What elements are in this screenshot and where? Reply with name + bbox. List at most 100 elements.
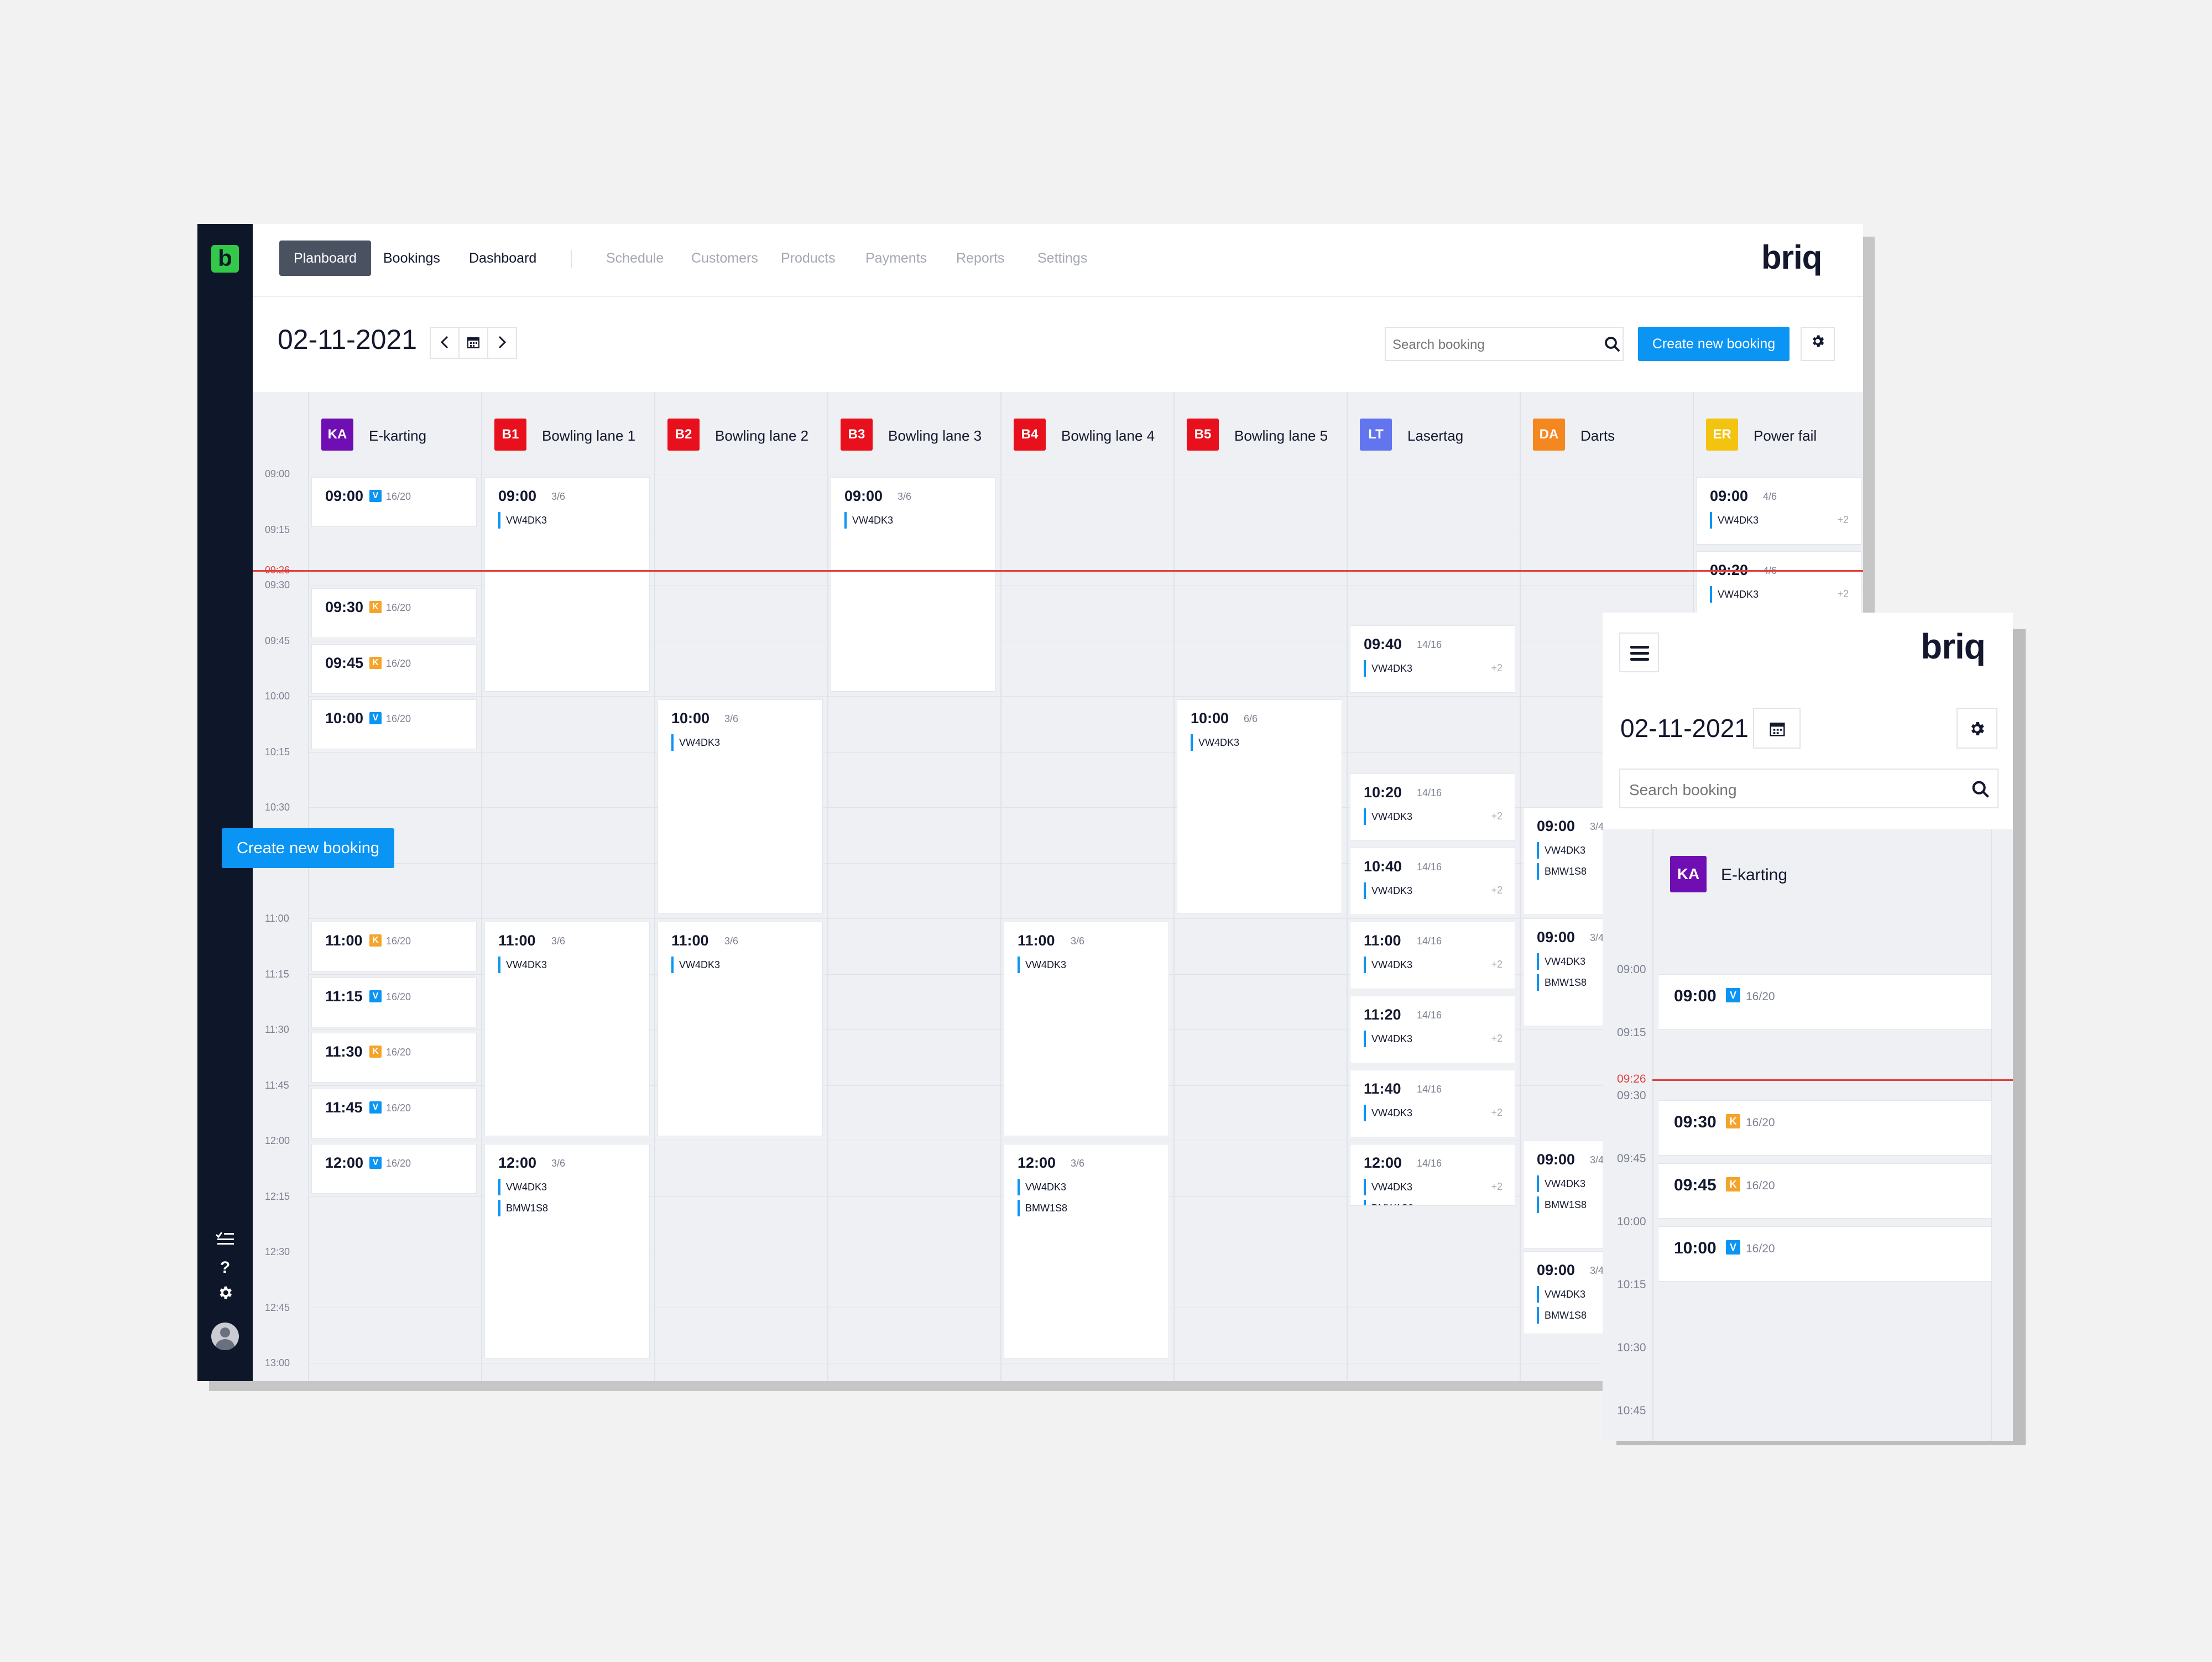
resource-header[interactable]: ER Power fail — [1694, 392, 1863, 453]
checklist-icon[interactable] — [211, 1230, 239, 1252]
booking-card[interactable]: 12:00 V 16/20 — [311, 1144, 477, 1194]
prev-day-button[interactable] — [430, 327, 460, 359]
mobile-create-booking-button[interactable]: Create new booking — [222, 828, 394, 868]
license-plate: BMW1S8 — [1364, 1200, 1413, 1205]
mobile-settings-button[interactable] — [1957, 708, 1997, 749]
booking-card[interactable]: 11:15 V 16/20 — [311, 977, 477, 1027]
avatar-icon[interactable] — [211, 1323, 239, 1350]
booking-card[interactable]: 11:00 K 16/20 — [311, 922, 477, 971]
booking-card[interactable]: 09:20 4/6 VW4DK3 +2 — [1696, 551, 1861, 619]
license-plate: VW4DK3 — [1018, 957, 1066, 973]
mobile-current-date: 02-11-2021 — [1620, 714, 1749, 743]
booking-card[interactable]: 09:00 4/6 VW4DK3 +2 — [1696, 477, 1861, 545]
booking-card[interactable]: 11:00 3/6 VW4DK3 — [658, 922, 823, 1136]
nav-reports[interactable]: Reports — [956, 250, 1005, 266]
booking-capacity: 14/16 — [1417, 639, 1442, 650]
planboard: 09:0009:1509:3009:4510:0010:1510:3010:45… — [253, 392, 1863, 1381]
booking-time: 10:00 — [1191, 710, 1229, 727]
resource-badge: B4 — [1014, 419, 1046, 451]
avatar-torso — [216, 1339, 234, 1350]
mobile-booking-card[interactable]: 09:30 K 16/20 — [1658, 1100, 1992, 1156]
booking-card[interactable]: 12:00 3/6 VW4DK3 BMW1S8 — [484, 1144, 650, 1358]
settings-icon[interactable] — [211, 1284, 239, 1306]
nav-payments[interactable]: Payments — [865, 250, 927, 266]
license-plate: VW4DK3 — [1710, 512, 1759, 529]
nav-schedule[interactable]: Schedule — [606, 250, 664, 266]
nav-planboard[interactable]: Planboard — [279, 241, 371, 276]
resource-header[interactable]: B3 Bowling lane 3 — [828, 392, 1001, 453]
booking-card[interactable]: 09:30 K 16/20 — [311, 588, 477, 638]
booking-card[interactable]: 09:00 3/6 VW4DK3 — [484, 477, 650, 692]
booking-card[interactable]: 11:30 K 16/20 — [311, 1033, 477, 1083]
resource-header[interactable]: B4 Bowling lane 4 — [1001, 392, 1175, 453]
search-input[interactable] — [1391, 333, 1593, 357]
resource-header[interactable]: LT Lasertag — [1348, 392, 1521, 453]
resource-header[interactable]: B1 Bowling lane 1 — [482, 392, 655, 453]
booking-card[interactable]: 11:45 V 16/20 — [311, 1088, 477, 1138]
booking-card[interactable]: 11:40 14/16 VW4DK3 +2 — [1350, 1070, 1515, 1137]
booking-card[interactable]: 09:00 V 16/20 — [311, 477, 477, 527]
mobile-booking-card[interactable]: 10:00 V 16/20 — [1658, 1226, 1992, 1282]
search-icon[interactable] — [1603, 335, 1623, 354]
booking-time: 09:20 — [1710, 562, 1749, 578]
booking-card[interactable]: 11:20 14/16 VW4DK3 +2 — [1350, 996, 1515, 1063]
booking-card[interactable]: 12:00 3/6 VW4DK3 BMW1S8 — [1004, 1144, 1169, 1358]
booking-card[interactable]: 11:00 3/6 VW4DK3 — [484, 922, 650, 1136]
time-label: 10:15 — [265, 746, 290, 757]
app-logo[interactable]: b — [211, 245, 239, 273]
booking-time: 09:00 — [325, 488, 364, 504]
menu-button[interactable] — [1619, 633, 1659, 672]
resource-header[interactable]: B5 Bowling lane 5 — [1175, 392, 1348, 453]
nav-bookings[interactable]: Bookings — [383, 250, 440, 266]
mobile-booking-card[interactable]: 09:00 V 16/20 — [1658, 974, 1992, 1029]
mobile-booking-card[interactable]: 09:45 K 16/20 — [1658, 1163, 1992, 1219]
mobile-calendar-button[interactable] — [1753, 708, 1801, 749]
nav-products[interactable]: Products — [781, 250, 836, 266]
resource-column: B2 Bowling lane 2 — [654, 392, 827, 1381]
booking-card[interactable]: 10:20 14/16 VW4DK3 +2 — [1350, 773, 1515, 841]
current-time-line — [253, 570, 1863, 572]
calendar-button[interactable] — [458, 327, 488, 359]
booking-card[interactable]: 09:45 K 16/20 — [311, 644, 477, 694]
booking-time: 09:00 — [1537, 1151, 1575, 1168]
booking-card[interactable]: 11:00 3/6 VW4DK3 — [1004, 922, 1169, 1136]
resource-header[interactable]: DA Darts — [1521, 392, 1694, 453]
booking-type-badge: K — [369, 656, 382, 669]
booking-time: 09:00 — [1537, 929, 1575, 945]
license-plate: VW4DK3 — [498, 957, 547, 973]
booking-card[interactable]: 10:00 6/6 VW4DK3 — [1177, 699, 1342, 914]
resource-header[interactable]: KA E-karting — [309, 392, 482, 453]
nav-divider — [571, 250, 572, 268]
resource-name: Darts — [1580, 427, 1615, 444]
time-gridline — [308, 585, 1863, 586]
booking-card[interactable]: 11:00 14/16 VW4DK3 +2 — [1350, 922, 1515, 989]
license-plate: BMW1S8 — [1537, 974, 1587, 991]
booking-card[interactable]: 09:00 3/6 VW4DK3 — [831, 477, 996, 692]
resource-name: Power fail — [1754, 427, 1817, 444]
nav-dashboard[interactable]: Dashboard — [469, 250, 537, 266]
booking-type-badge: K — [369, 601, 382, 613]
booking-capacity: 16/20 — [386, 935, 411, 947]
booking-time: 09:00 — [1674, 987, 1717, 1005]
search-icon[interactable] — [1970, 778, 1992, 801]
time-label: 10:30 — [265, 802, 290, 813]
license-plate: VW4DK3 — [1364, 1179, 1412, 1195]
booking-card[interactable]: 09:40 14/16 VW4DK3 +2 — [1350, 625, 1515, 693]
booking-card[interactable]: 10:00 3/6 VW4DK3 — [658, 699, 823, 914]
booking-card[interactable]: 12:00 14/16 VW4DK3 BMW1S8 +2 — [1350, 1144, 1515, 1206]
booking-capacity: 16/20 — [386, 491, 411, 502]
resource-header[interactable]: B2 Bowling lane 2 — [655, 392, 828, 453]
resource-badge: B2 — [667, 419, 700, 451]
nav-settings[interactable]: Settings — [1037, 250, 1088, 266]
board-settings-button[interactable] — [1801, 327, 1835, 361]
license-plate: VW4DK3 — [1537, 953, 1585, 970]
mobile-search-input[interactable] — [1628, 777, 1951, 803]
booking-time: 09:00 — [1537, 1262, 1575, 1278]
booking-type-badge: K — [369, 1046, 382, 1058]
booking-card[interactable]: 10:00 V 16/20 — [311, 699, 477, 749]
booking-card[interactable]: 10:40 14/16 VW4DK3 +2 — [1350, 848, 1515, 915]
help-icon[interactable]: ? — [220, 1258, 231, 1277]
create-booking-button[interactable]: Create new booking — [1638, 327, 1790, 361]
nav-customers[interactable]: Customers — [691, 250, 758, 266]
next-day-button[interactable] — [487, 327, 517, 359]
